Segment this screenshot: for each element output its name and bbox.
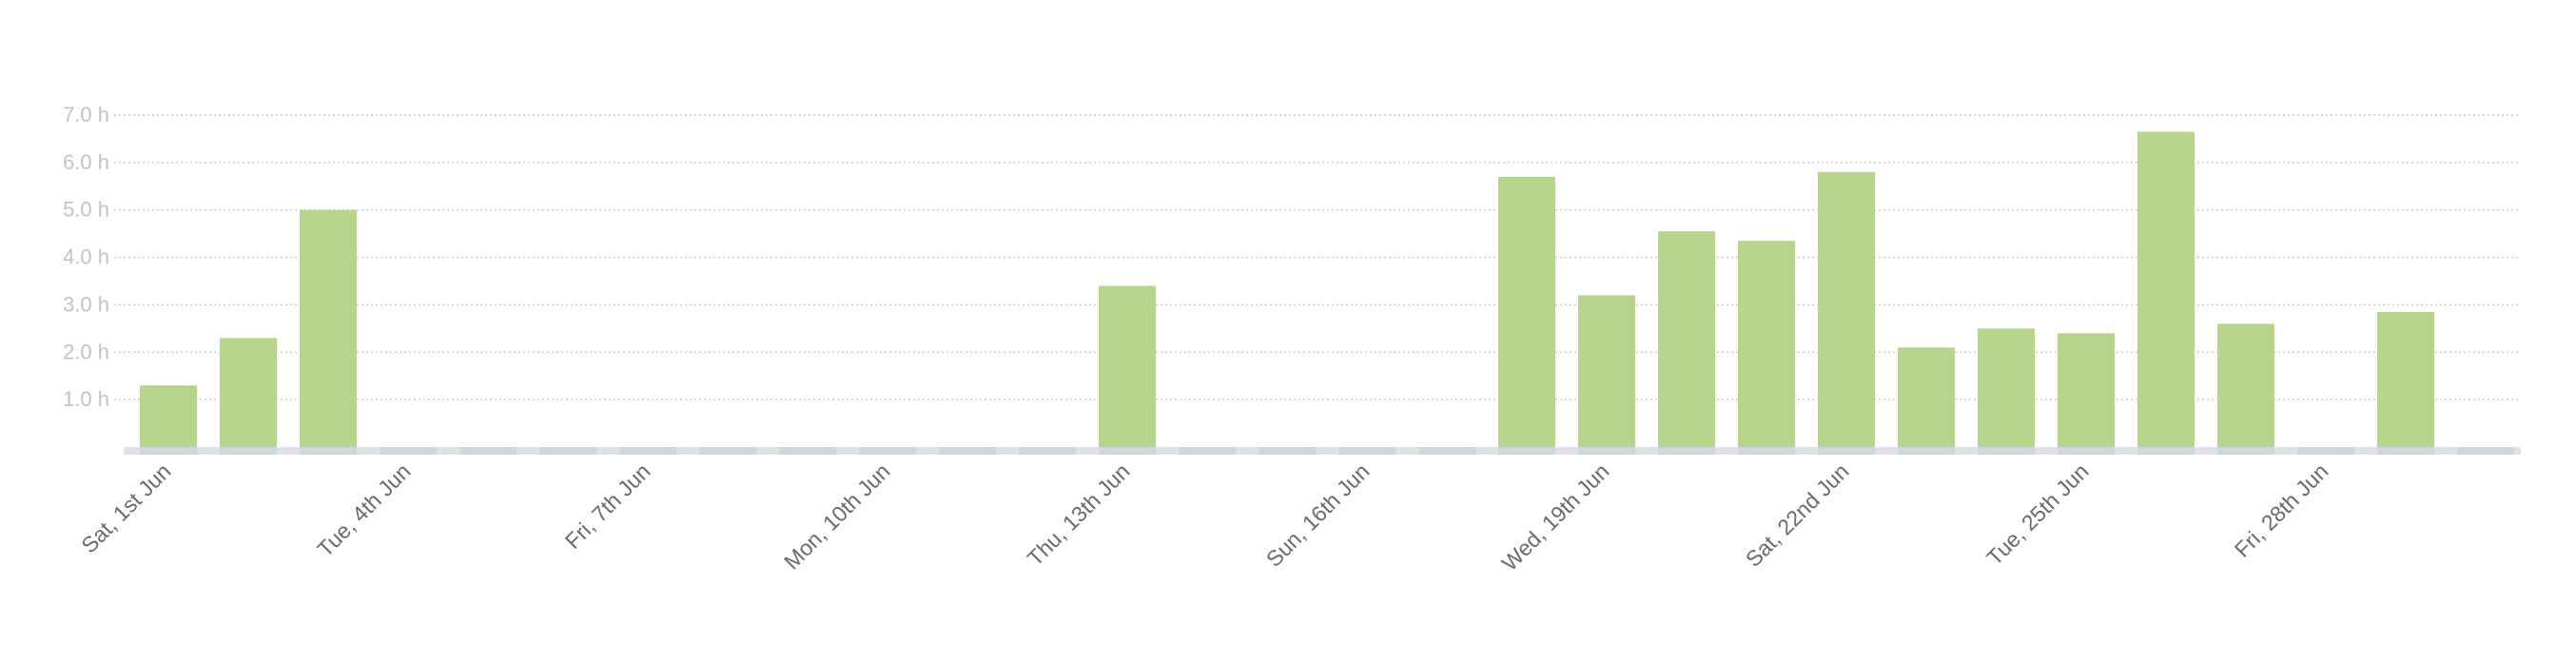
x-axis: Sat, 1st Jun Tue, 4th Jun Fri, 7th Jun Mon,… xyxy=(76,458,2332,575)
baseline-cell xyxy=(1498,447,1555,455)
baseline-cell xyxy=(380,447,437,455)
baseline-cell xyxy=(699,447,756,455)
baseline-cell xyxy=(2137,447,2195,455)
x-tick-label: Sat, 22nd Jun xyxy=(1741,458,1854,572)
bar: Thu, 13th Jun: 3.4 xyxy=(1099,285,1156,447)
bar: Tue, 18th Jun: 5.7 xyxy=(1498,176,1555,448)
baseline-cell xyxy=(1179,447,1236,455)
bars: Sat, 1st Jun: 1.3 Sun, 2nd Jun: 2.3 Mon, 3… xyxy=(140,131,2434,448)
baseline-cell xyxy=(619,447,676,455)
bar: Wed, 19th Jun: 3.2 xyxy=(1578,295,1635,447)
y-tick-label: 4.0 h xyxy=(63,245,109,269)
bar: Sat, 29th Jun: 2.85 xyxy=(2377,311,2434,447)
y-tick-label: 7.0 h xyxy=(63,103,109,127)
x-tick-label: Sat, 1st Jun xyxy=(76,458,175,557)
baseline-cell xyxy=(1099,447,1156,455)
baseline-cell xyxy=(1019,447,1076,455)
bar: Fri, 21st Jun: 4.35 xyxy=(1738,241,1795,447)
baseline-cell xyxy=(1338,447,1395,455)
baseline-cell xyxy=(1578,447,1635,455)
x-tick-label: Mon, 10th Jun xyxy=(779,458,894,574)
bar: Tue, 25th Jun: 2.4 xyxy=(2058,333,2115,447)
baseline-cell xyxy=(2297,447,2354,455)
baseline-strip xyxy=(124,447,2521,455)
y-axis: 1.0 h 2.0 h 3.0 h 4.0 h 5.0 h 6.0 h 7.0 h xyxy=(63,103,109,411)
grid-layer xyxy=(114,114,2521,400)
x-tick-label: Wed, 19th Jun xyxy=(1497,458,1614,575)
bar: Thu, 20th Jun: 4.55 xyxy=(1658,231,1715,447)
baseline-cell xyxy=(779,447,836,455)
bar: Sun, 23rd Jun: 2.1 xyxy=(1898,347,1955,447)
bar: Mon, 24th Jun: 2.5 xyxy=(1978,328,2035,447)
baseline-cell xyxy=(220,447,277,455)
bar: Sat, 22nd Jun: 5.8 xyxy=(1818,171,1875,448)
x-tick-label: Fri, 28th Jun xyxy=(2230,458,2333,562)
x-tick-label: Sun, 16th Jun xyxy=(1261,458,1375,572)
y-tick-label: 2.0 h xyxy=(63,340,109,363)
baseline-cell xyxy=(2457,447,2514,455)
baseline-cell xyxy=(1738,447,1795,455)
baseline-cell xyxy=(1658,447,1715,455)
x-tick-label: Fri, 7th Jun xyxy=(560,458,655,554)
bar: Sun, 2nd Jun: 2.3 xyxy=(220,338,277,447)
baseline-cell xyxy=(300,447,357,455)
baseline-cell xyxy=(2058,447,2115,455)
baseline-cell xyxy=(859,447,916,455)
bar: Wed, 26th Jun: 6.65 xyxy=(2137,131,2195,447)
baseline-cell xyxy=(1898,447,1955,455)
baseline-cell xyxy=(459,447,517,455)
y-tick-label: 5.0 h xyxy=(63,198,109,222)
y-tick-label: 1.0 h xyxy=(63,387,109,411)
baseline-cell xyxy=(1978,447,2035,455)
baseline-cell xyxy=(1418,447,1475,455)
baseline-cell xyxy=(2217,447,2274,455)
y-tick-label: 6.0 h xyxy=(63,150,109,174)
x-tick-label: Tue, 25th Jun xyxy=(1981,458,2093,570)
baseline-cell xyxy=(939,447,996,455)
baseline-cell xyxy=(1818,447,1875,455)
baseline-cell xyxy=(2377,447,2434,455)
bar: Mon, 3rd Jun: 5 xyxy=(300,209,357,447)
x-tick-label: Tue, 4th Jun xyxy=(312,458,415,561)
baseline-cell xyxy=(140,447,197,455)
bar: Sat, 1st Jun: 1.3 xyxy=(140,385,197,447)
y-tick-label: 3.0 h xyxy=(63,292,109,316)
x-tick-label: Thu, 13th Jun xyxy=(1023,458,1135,571)
x-axis-baseline xyxy=(124,447,2521,455)
baseline-cell xyxy=(539,447,596,455)
bar: Thu, 27th Jun: 2.6 xyxy=(2217,323,2274,447)
baseline-cell xyxy=(1259,447,1316,455)
